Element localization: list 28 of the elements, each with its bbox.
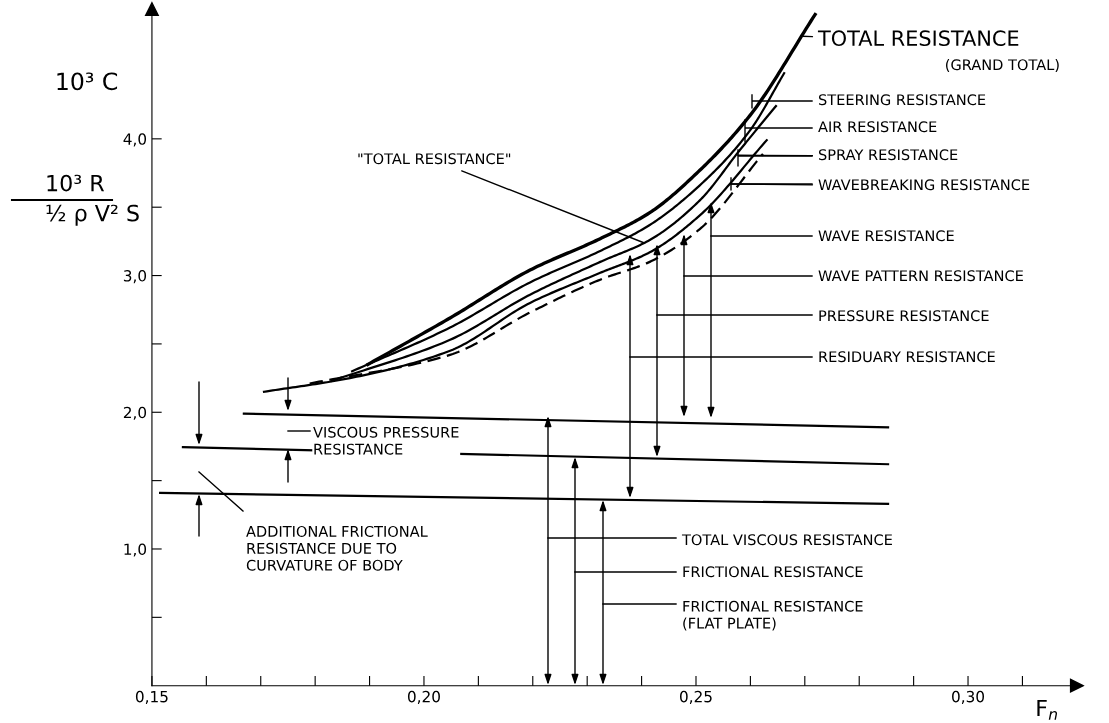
x-tick-label: 0,15 (135, 690, 168, 704)
annotation: WAVE RESISTANCE (818, 230, 954, 242)
annotation: (GRAND TOTAL) (946, 58, 1059, 72)
annotation: WAVEBREAKING RESISTANCE (818, 179, 1030, 191)
annotation: WAVE PATTERN RESISTANCE (818, 270, 1023, 282)
annotation: FRICTIONAL RESISTANCE (FLAT PLATE) (683, 600, 863, 631)
y-axis-title: 10³ C (57, 72, 118, 91)
y-tick-label: 3,0 (123, 270, 147, 284)
annotation: FRICTIONAL RESISTANCE (683, 566, 863, 578)
x-tick-label: 0,20 (407, 690, 440, 704)
annotation: ADDITIONAL FRICTIONAL RESISTANCE DUE TO CURVATURE OF BODY (246, 525, 428, 571)
annotation: AIR RESISTANCE (818, 121, 937, 133)
annotation: TOTAL RESISTANCE (817, 30, 1019, 47)
annotation: TOTAL VISCOUS RESISTANCE (681, 534, 892, 546)
text: ½ ρ V² S (46, 204, 139, 226)
annotation: PRESSURE RESISTANCE (819, 310, 989, 322)
annotation: RESIDUARY RESISTANCE (819, 351, 995, 363)
annotation: STEERING RESISTANCE (818, 94, 986, 106)
annotation: SPRAY RESISTANCE (818, 149, 958, 161)
text: 10³ R (47, 174, 105, 192)
y-tick-label: 1,0 (124, 543, 147, 557)
x-tick-label: 0,25 (679, 690, 712, 704)
annotation: "TOTAL RESISTANCE" (358, 153, 511, 165)
y-tick-label: 4,0 (123, 133, 147, 147)
y-tick-label: 2,0 (123, 406, 147, 420)
annotation: VISCOUS PRESSURE RESISTANCE (313, 426, 459, 455)
x-axis-title: F$_{n}$ (1037, 699, 1058, 720)
x-tick-label: 0,30 (952, 690, 985, 704)
